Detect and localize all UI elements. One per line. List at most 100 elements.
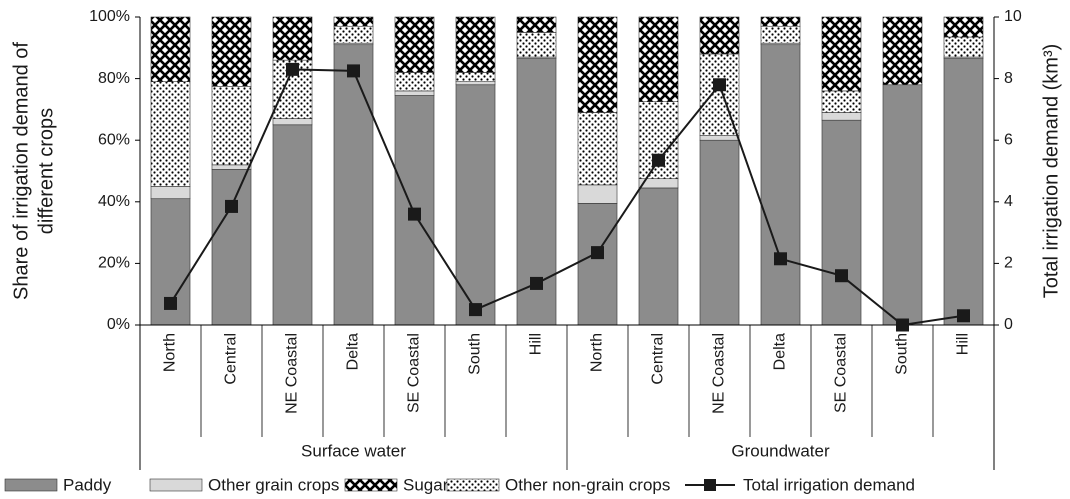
bar-segment	[638, 187, 679, 326]
bar-segment	[394, 16, 435, 73]
bar-segment	[943, 58, 984, 326]
bar-segment	[394, 90, 435, 96]
legend-marker	[704, 479, 716, 491]
line-marker	[164, 296, 177, 310]
bar-segment	[211, 169, 252, 326]
bar-segment	[821, 112, 862, 121]
bar-segment	[150, 186, 191, 200]
x-tick-label: NE Coastal	[284, 333, 301, 414]
bar-segment	[333, 44, 374, 326]
bar-segment	[211, 86, 252, 166]
line-marker	[835, 269, 848, 283]
x-tick-label: Central	[650, 333, 667, 385]
y-tick-label: 40%	[98, 193, 130, 210]
y-tick-label: 100%	[89, 8, 130, 25]
bar-segment	[699, 135, 740, 141]
line-marker	[713, 78, 726, 92]
x-tick-label: Central	[223, 333, 240, 385]
line-marker	[469, 303, 482, 317]
y-axis-title: different crops	[35, 108, 57, 234]
legend-label: Other non-grain crops	[505, 475, 670, 494]
x-tick-label: North	[162, 333, 179, 372]
legend-swatch	[149, 478, 203, 492]
y-tick-label: 0%	[107, 316, 130, 333]
bar-segment	[577, 112, 618, 186]
legend-label: Total irrigation demand	[743, 475, 915, 494]
bar-segment	[394, 72, 435, 92]
group-label: Surface water	[301, 441, 406, 460]
bar-segment	[882, 84, 923, 326]
bar-segment	[150, 16, 191, 82]
bar-segment	[577, 203, 618, 326]
bar-segment	[943, 36, 984, 58]
bar-segment	[272, 16, 313, 61]
x-tick-label: SE Coastal	[406, 333, 423, 413]
bar-segment	[455, 81, 496, 86]
bar-segment	[333, 16, 374, 27]
y-axis-title: Share of irrigation demand of	[10, 42, 32, 300]
bar-segment	[638, 16, 679, 102]
bar-segment	[821, 16, 862, 92]
y2-tick-label: 10	[1004, 8, 1022, 25]
bar-segment	[272, 124, 313, 326]
y2-tick-label: 6	[1004, 131, 1013, 148]
bar-segment	[577, 184, 618, 204]
y2-tick-label: 2	[1004, 255, 1013, 272]
legend-swatch	[4, 478, 58, 492]
bar-segment	[516, 16, 557, 33]
line-marker	[896, 318, 909, 332]
bar-segment	[455, 72, 496, 82]
bar-segment	[272, 118, 313, 126]
line-marker	[286, 62, 299, 76]
legend-label: Other grain crops	[208, 475, 339, 494]
y2-tick-label: 8	[1004, 70, 1013, 87]
bar-segment	[577, 16, 618, 113]
bar-segment	[760, 16, 801, 27]
bar-segment	[516, 32, 557, 58]
bar-segment	[760, 44, 801, 326]
x-tick-label: North	[589, 333, 606, 372]
bar-segment	[150, 81, 191, 187]
x-tick-label: NE Coastal	[711, 333, 728, 414]
legend-label: Sugar	[403, 475, 449, 494]
line-marker	[408, 207, 421, 221]
bar-segment	[455, 16, 496, 73]
line-marker	[774, 252, 787, 266]
y2-axis-title: Total irrigation demand (km³)	[1040, 44, 1062, 299]
x-tick-label: Hill	[955, 333, 972, 355]
y2-tick-label: 4	[1004, 193, 1013, 210]
x-tick-label: Delta	[772, 333, 789, 370]
y-tick-label: 20%	[98, 255, 130, 272]
line-marker	[957, 309, 970, 323]
y-tick-label: 60%	[98, 131, 130, 148]
bar-segment	[943, 16, 984, 38]
line-marker	[591, 246, 604, 260]
x-tick-label: South	[894, 333, 911, 375]
y-tick-label: 80%	[98, 70, 130, 87]
bar-segment	[211, 16, 252, 87]
line-marker	[530, 276, 543, 290]
bar-segment	[760, 25, 801, 44]
bar-segment	[821, 90, 862, 113]
x-tick-label: South	[467, 333, 484, 375]
line-marker	[225, 199, 238, 213]
bar-segment	[333, 25, 374, 44]
bar-segment	[211, 164, 252, 170]
bar-segment	[455, 84, 496, 326]
x-tick-label: SE Coastal	[833, 333, 850, 413]
legend-swatch	[446, 478, 500, 492]
legend-label: Paddy	[63, 475, 112, 494]
line-marker	[652, 153, 665, 167]
x-tick-label: Delta	[345, 333, 362, 370]
bar-segment	[638, 101, 679, 179]
group-label: Groundwater	[731, 441, 830, 460]
line	[169, 68, 964, 327]
bar-segment	[699, 139, 740, 326]
bar-segment	[699, 16, 740, 55]
bar-segment	[821, 119, 862, 326]
x-tick-label: Hill	[528, 333, 545, 355]
bar-segment	[882, 16, 923, 86]
line-marker	[347, 64, 360, 78]
legend-swatch	[344, 478, 398, 492]
